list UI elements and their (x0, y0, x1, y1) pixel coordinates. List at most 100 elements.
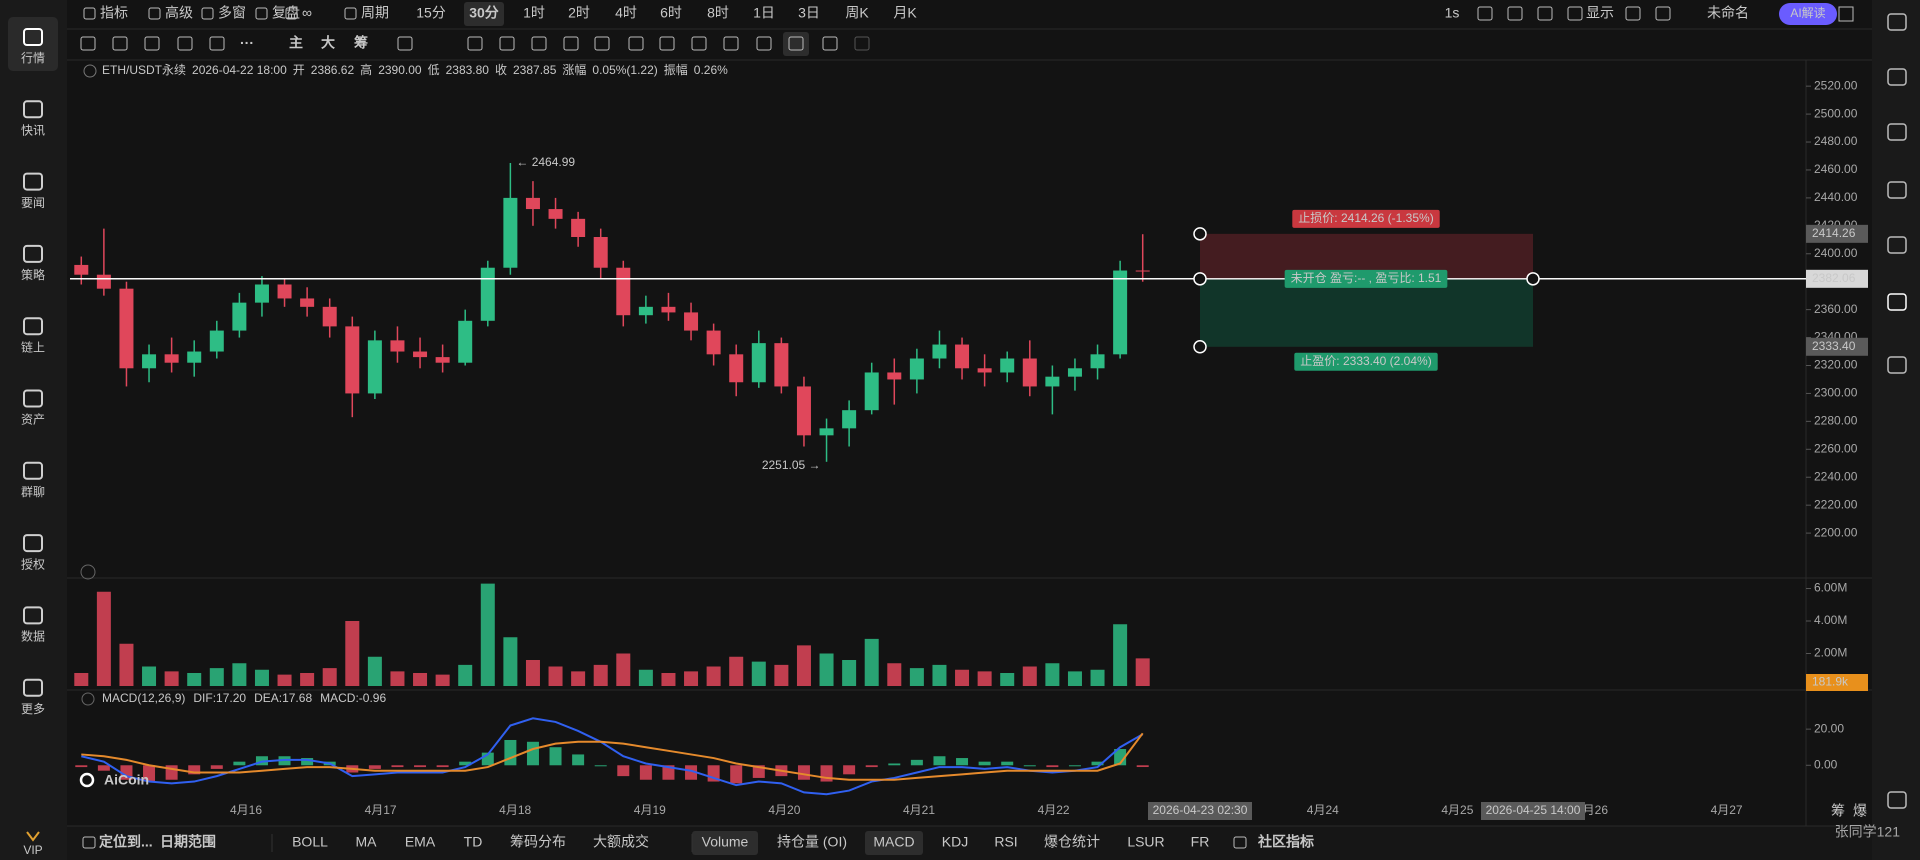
indicator-tab[interactable]: Volume (702, 834, 749, 850)
sidebar-item[interactable]: 更多 (21, 702, 45, 716)
toolbar-item[interactable]: 指标 (100, 5, 128, 21)
toolbar-item[interactable]: 高级 (165, 5, 193, 21)
period[interactable]: 周K (845, 5, 869, 21)
indicator-tab[interactable]: BOLL (292, 834, 328, 850)
drawing-tool[interactable] (499, 36, 515, 51)
indicator-tab[interactable]: MA (356, 834, 378, 850)
indicator-tab[interactable]: LSUR (1127, 834, 1164, 850)
sidebar-item[interactable]: 链上 (21, 339, 45, 354)
toolbar-item[interactable]: 周期 (361, 5, 389, 21)
sidebar-item[interactable]: 要闻 (21, 196, 45, 210)
drag-handle[interactable] (1193, 227, 1207, 241)
indicator-tab[interactable]: 日期范围 (160, 834, 216, 850)
drawing-tool[interactable] (177, 36, 193, 51)
right-tool[interactable] (1887, 293, 1907, 311)
price-tick-label: 2400.00 (1814, 246, 1858, 260)
sidebar-item[interactable]: 策略 (21, 267, 45, 282)
macd-hist (1091, 761, 1104, 766)
toolbar-right-item[interactable]: 未命名 (1707, 5, 1749, 21)
period[interactable]: 15分 (416, 5, 446, 21)
sidebar-item[interactable]: 快讯 (21, 123, 45, 137)
drawing-tool-text[interactable]: 大 (321, 35, 335, 51)
period[interactable]: 6时 (660, 5, 682, 21)
info-toggle[interactable] (83, 64, 97, 78)
indicator-tab[interactable]: EMA (405, 834, 436, 850)
indicator-tab[interactable]: 社区指标 (1257, 834, 1314, 850)
sidebar-item[interactable]: 数据 (21, 629, 45, 644)
drag-handle[interactable] (1193, 340, 1207, 354)
drawing-tool[interactable] (531, 36, 547, 51)
toolbar-item[interactable]: ∞ (302, 5, 312, 21)
indicator-tab[interactable]: MACD (873, 834, 914, 850)
toolbar-right-item[interactable]: 1s (1445, 5, 1460, 21)
right-tool[interactable] (1887, 236, 1907, 254)
period[interactable]: 3日 (798, 5, 820, 21)
indicator-tab[interactable]: 筹码分布 (510, 834, 566, 850)
drag-handle[interactable] (1193, 272, 1207, 286)
sidebar-item[interactable]: 行情 (21, 51, 45, 65)
drawing-tool[interactable] (854, 36, 870, 51)
volume-bar (593, 664, 608, 686)
indicator-tab[interactable]: KDJ (942, 834, 968, 850)
toolbar-right-item[interactable]: 显示 (1586, 5, 1614, 21)
drawing-tool[interactable] (80, 36, 96, 51)
right-tool[interactable] (1887, 68, 1907, 86)
right-tool[interactable] (1887, 181, 1907, 199)
indicator-tab[interactable]: TD (464, 834, 483, 850)
drawing-tool[interactable] (209, 36, 225, 51)
period[interactable]: 1时 (523, 5, 545, 21)
period[interactable]: 8时 (707, 5, 729, 21)
indicator-tab[interactable]: 持仓量 (OI) (777, 834, 847, 850)
candle-body (367, 340, 382, 394)
right-tool[interactable] (1887, 791, 1907, 809)
right-tool[interactable] (1887, 356, 1907, 374)
right-tool[interactable] (1887, 123, 1907, 141)
sidebar-item[interactable]: 群聊 (21, 485, 45, 499)
drawing-tool[interactable] (594, 36, 610, 51)
corner-tool[interactable]: 爆 (1853, 803, 1867, 819)
vip[interactable]: VIP (23, 843, 42, 857)
indicator-tab[interactable]: 定位到... (99, 834, 153, 850)
drawing-tool[interactable] (822, 36, 838, 51)
period[interactable]: 月K (893, 5, 917, 21)
macd-hist (233, 761, 246, 766)
volume-bar (1090, 669, 1105, 686)
volume-bar (977, 671, 992, 686)
corner-tool[interactable]: 筹 (1831, 803, 1845, 819)
drawing-tool[interactable] (723, 36, 739, 51)
drawing-tool[interactable] (467, 36, 483, 51)
drawing-tool-text[interactable]: 筹 (354, 35, 368, 51)
drawing-tool-text[interactable]: 主 (289, 35, 303, 51)
drawing-tool[interactable] (756, 36, 772, 51)
toolbar-icon (148, 7, 161, 20)
period[interactable]: 30分 (469, 5, 499, 21)
drawing-tool[interactable] (563, 36, 579, 51)
ai-button[interactable] (1779, 3, 1837, 25)
info-field-name: 收 (495, 63, 507, 77)
sidebar-item[interactable]: 授权 (21, 556, 45, 571)
drawing-tool[interactable] (659, 36, 675, 51)
ai-button-label[interactable]: AI解读 (1790, 6, 1825, 20)
macd-hist (1068, 765, 1081, 767)
indicator-tab[interactable]: 爆仓统计 (1044, 834, 1100, 850)
period[interactable]: 2时 (568, 5, 590, 21)
indicator-tab[interactable]: 大额成交 (593, 834, 649, 850)
pane-toggle[interactable] (80, 564, 96, 580)
sidebar-item[interactable]: 资产 (21, 413, 45, 427)
drawing-tool-text[interactable]: ··· (240, 35, 254, 51)
drag-handle[interactable] (1526, 272, 1540, 286)
right-tool[interactable] (1887, 13, 1907, 31)
drawing-tool[interactable] (112, 36, 128, 51)
drawing-tool[interactable] (628, 36, 644, 51)
pane-toggle[interactable] (81, 692, 95, 706)
collapse-icon[interactable] (1838, 6, 1854, 22)
toolbar-item[interactable]: 多窗 (218, 5, 246, 21)
indicator-tab[interactable]: RSI (994, 834, 1017, 850)
drawing-tool[interactable] (691, 36, 707, 51)
period[interactable]: 4时 (615, 5, 637, 21)
drawing-tool[interactable] (788, 36, 804, 51)
drawing-tool[interactable] (397, 36, 413, 51)
drawing-tool[interactable] (144, 36, 160, 51)
period[interactable]: 1日 (753, 5, 775, 21)
indicator-tab[interactable]: FR (1191, 834, 1210, 850)
